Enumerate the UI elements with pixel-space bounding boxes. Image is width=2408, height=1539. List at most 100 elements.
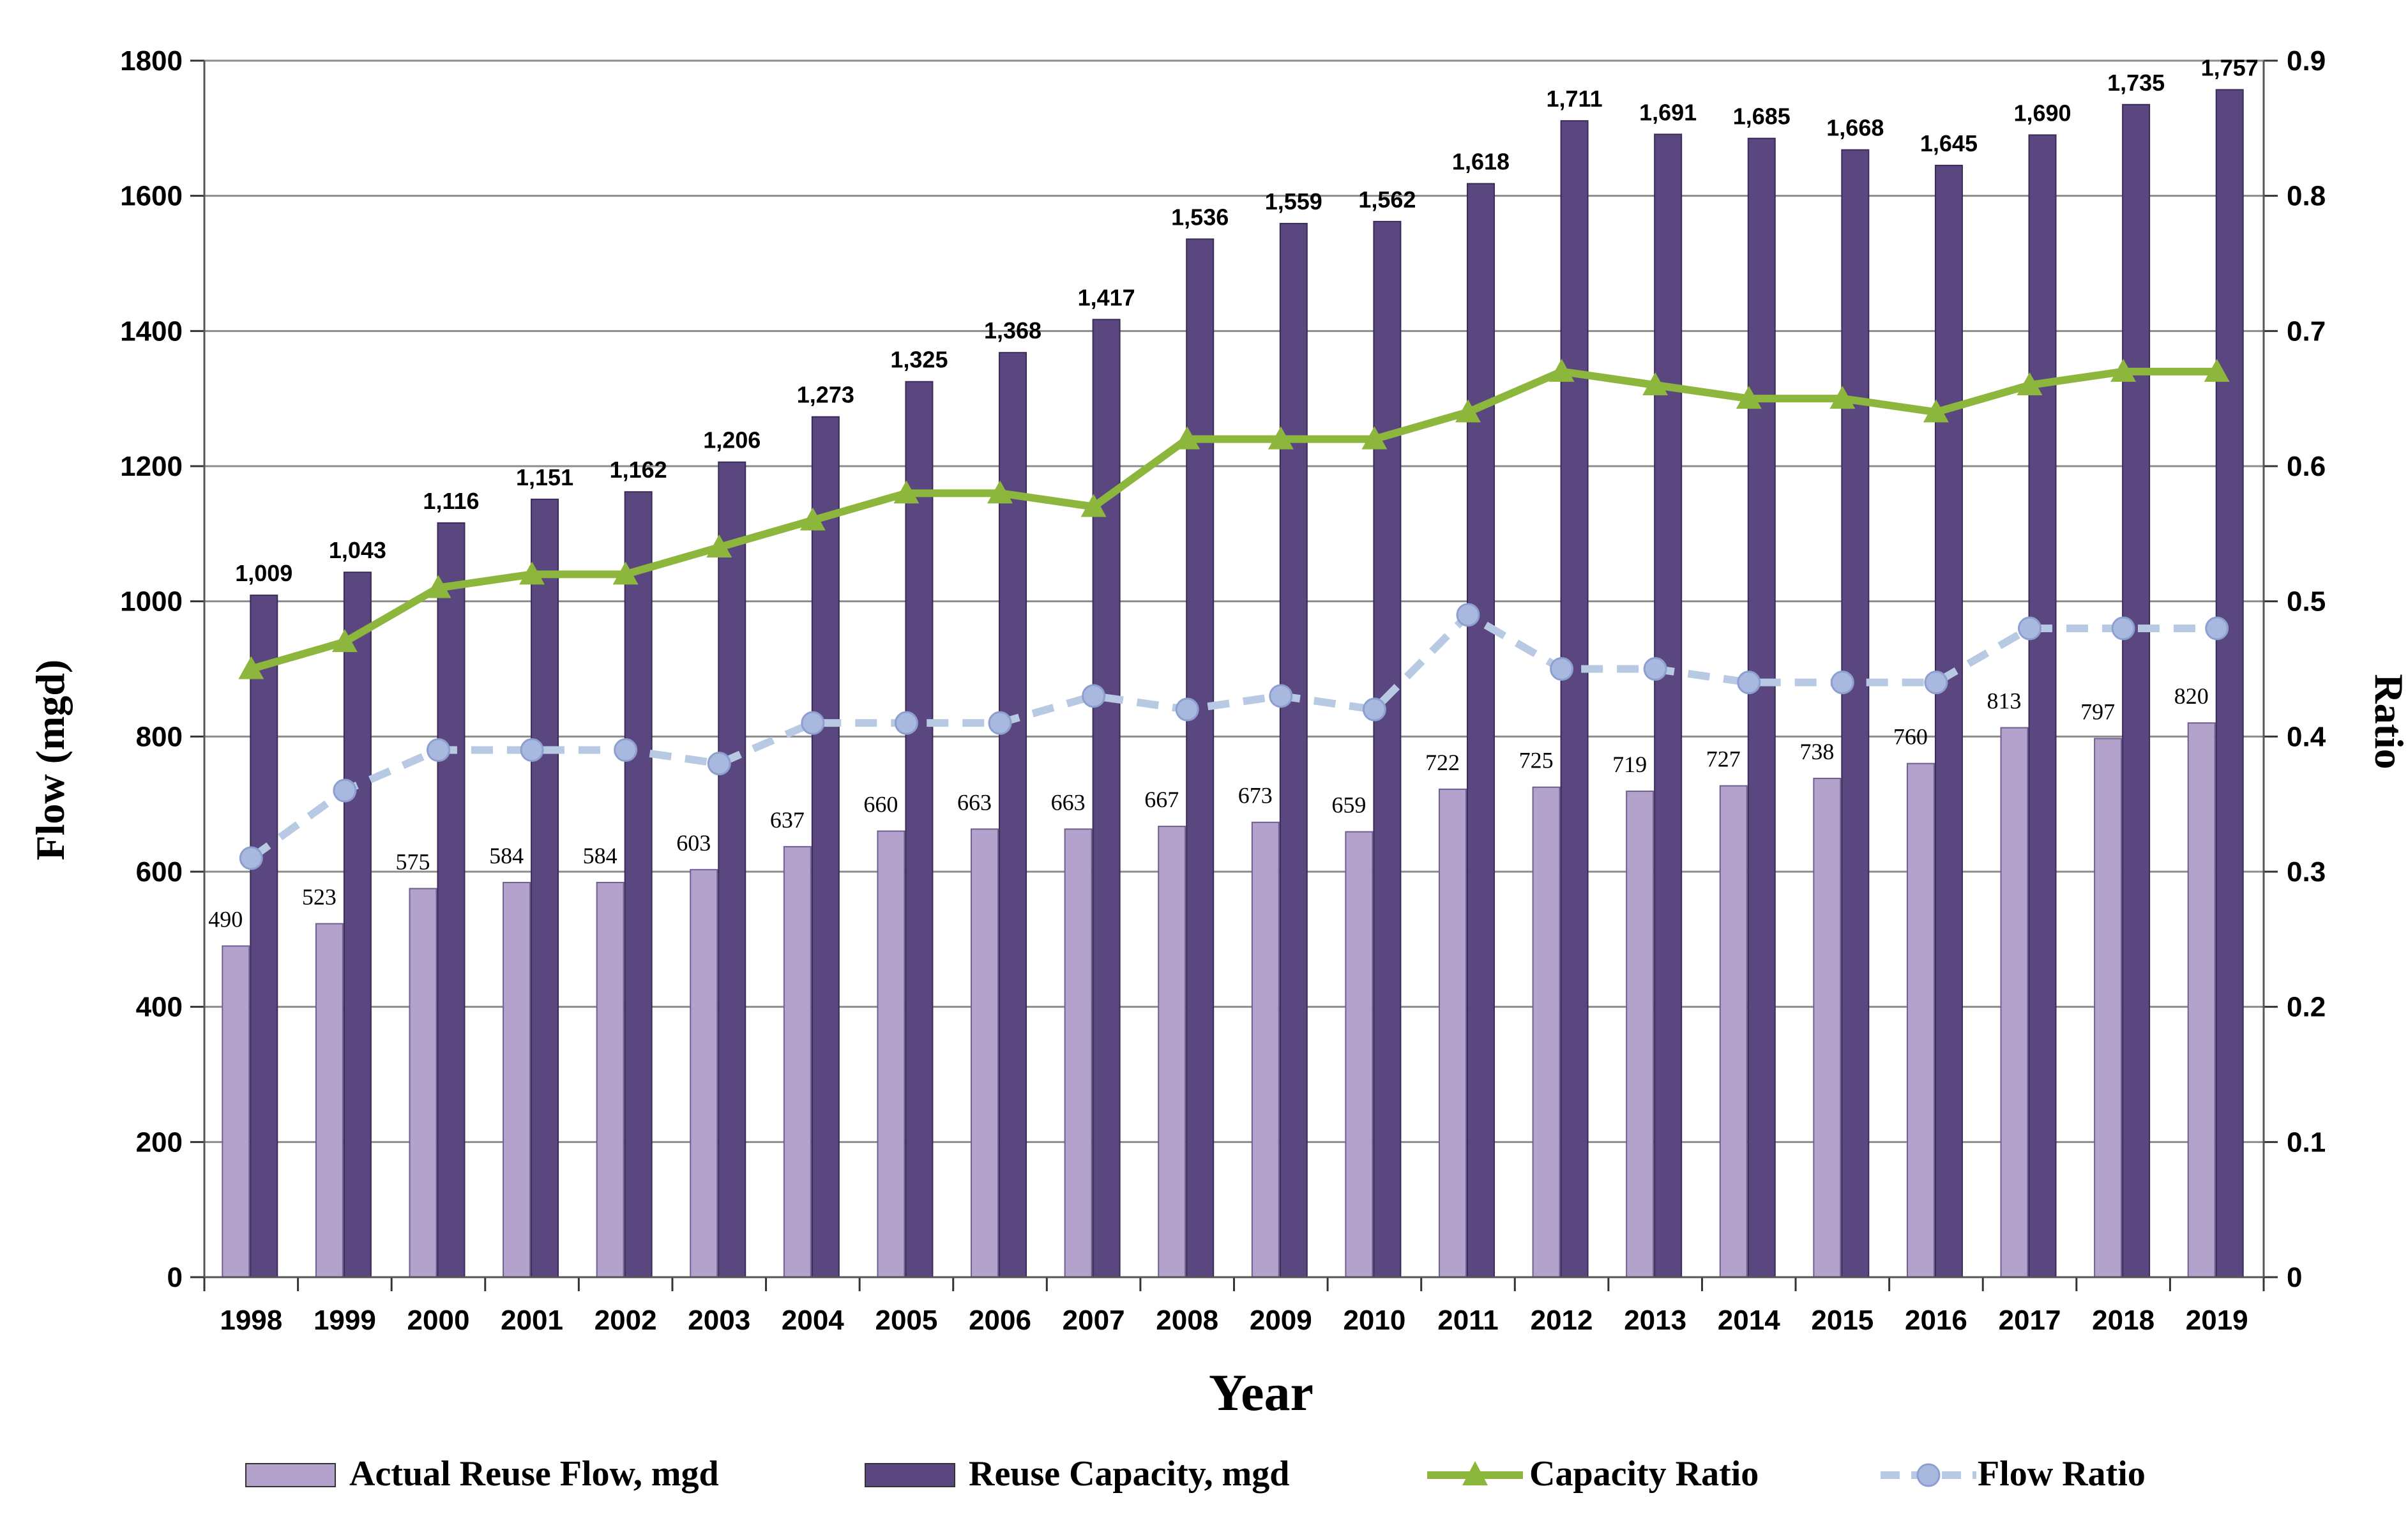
flow-ratio-line	[248, 610, 2217, 861]
y2-tick-label: 0.1	[2287, 1126, 2326, 1158]
capacity-ratio-point	[1455, 399, 1481, 423]
capacity-ratio-point	[1923, 399, 1949, 423]
capacity-ratio-point	[612, 561, 639, 585]
y2-tick-label: 0	[2287, 1262, 2302, 1293]
x-tick-label: 2013	[1624, 1305, 1686, 1336]
data-label-actual: 673	[1238, 783, 1273, 808]
data-label-actual: 725	[1519, 748, 1554, 773]
y2-tick-label: 0.5	[2287, 586, 2326, 618]
capacity-ratio-point	[2110, 358, 2137, 382]
data-label-capacity: 1,735	[2107, 70, 2165, 96]
bar-actual-reuse-flow	[1158, 826, 1186, 1278]
legend-item: Reuse Capacity, mgd	[865, 1454, 1289, 1494]
flow-ratio-point	[2205, 616, 2229, 641]
data-label-capacity: 1,151	[516, 464, 573, 490]
data-label-capacity: 1,711	[1547, 86, 1603, 112]
data-label-actual: 663	[957, 789, 992, 815]
data-label-capacity: 1,690	[2013, 100, 2071, 126]
flow-ratio-point	[1456, 603, 1480, 627]
y-tick-label: 200	[136, 1126, 183, 1158]
data-label-capacity: 1,668	[1826, 115, 1884, 141]
bar-reuse-capacity	[1654, 133, 1683, 1278]
data-label-capacity: 1,368	[984, 317, 1041, 344]
data-label-actual: 667	[1144, 787, 1179, 812]
data-labels: 1,009 490 1,043 523 1,116 575 1,151 584 1,162 584…	[208, 55, 2258, 932]
data-label-capacity: 1,618	[1452, 149, 1510, 175]
legend-label: Flow Ratio	[1978, 1454, 2146, 1494]
data-label-actual: 719	[1612, 752, 1647, 777]
bar-reuse-capacity	[1186, 238, 1215, 1278]
flow-ratio-point	[988, 711, 1012, 735]
capacity-ratio-point	[1174, 426, 1200, 450]
data-label-capacity: 1,043	[329, 537, 386, 563]
legend-label: Capacity Ratio	[1529, 1454, 1759, 1494]
axes: 0 200 400 600 800 1000 1200 1400 1600 1800 0 0.1 0.2…	[120, 45, 2326, 1336]
flow-ratio-point	[426, 738, 450, 762]
flow-ratio-point	[707, 752, 731, 776]
capacity-ratio-point	[2204, 358, 2230, 382]
capacity-ratio-line	[250, 367, 2217, 673]
x-axis-title: Year	[1209, 1363, 1314, 1421]
capacity-ratio-point	[425, 575, 451, 598]
legend-swatch	[865, 1463, 955, 1487]
x-tick-label: 2012	[1531, 1305, 1593, 1336]
capacity-ratio-point	[2017, 372, 2043, 395]
bar-reuse-capacity	[2122, 103, 2151, 1278]
capacity-ratio-point	[799, 507, 826, 531]
y2-tick-label: 0.6	[2287, 451, 2326, 482]
flow-ratio-point	[520, 738, 544, 762]
x-tick-label: 1998	[220, 1305, 282, 1336]
data-label-actual: 813	[1987, 688, 2022, 714]
data-label-capacity: 1,645	[1920, 130, 1978, 156]
x-tick-label: 2007	[1063, 1305, 1125, 1336]
data-label-capacity: 1,206	[703, 427, 761, 453]
y-tick-label: 1600	[120, 181, 183, 212]
x-tick-label: 2005	[875, 1305, 937, 1336]
data-label-capacity: 1,009	[235, 560, 292, 586]
bar-actual-reuse-flow	[971, 828, 999, 1278]
data-label-capacity: 1,116	[423, 488, 479, 514]
data-label-actual: 727	[1706, 747, 1741, 772]
capacity-ratio-point	[1080, 494, 1107, 517]
data-label-capacity: 1,162	[610, 457, 667, 483]
bar-actual-reuse-flow	[2094, 738, 2123, 1278]
data-label-capacity: 1,273	[797, 382, 854, 408]
y2-tick-label: 0.4	[2287, 721, 2326, 752]
bar-actual-reuse-flow	[222, 945, 250, 1278]
bar-reuse-capacity	[2215, 89, 2244, 1278]
bar-reuse-capacity	[624, 491, 653, 1278]
data-label-capacity: 1,685	[1733, 103, 1791, 130]
flow-ratio-point	[1830, 671, 1854, 695]
bar-actual-reuse-flow	[596, 881, 625, 1278]
bar-reuse-capacity	[905, 381, 934, 1278]
flow-ratio-point	[2018, 616, 2042, 641]
bar-actual-reuse-flow	[2187, 722, 2216, 1278]
y2-tick-label: 0.8	[2287, 181, 2326, 212]
data-label-actual: 584	[583, 843, 617, 868]
legend-item: Actual Reuse Flow, mgd	[245, 1454, 719, 1494]
x-tick-label: 2002	[594, 1305, 657, 1336]
y2-tick-label: 0.7	[2287, 315, 2326, 347]
bar-actual-reuse-flow	[1626, 791, 1655, 1278]
data-label-actual: 637	[770, 807, 805, 833]
capacity-ratio-point	[706, 534, 732, 557]
capacity-ratio-point	[1736, 386, 1762, 409]
bar-reuse-capacity	[531, 498, 559, 1278]
y-tick-label: 1200	[120, 451, 183, 482]
bar-reuse-capacity	[1466, 183, 1495, 1278]
bar-actual-reuse-flow	[1064, 828, 1093, 1278]
x-tick-label: 2004	[782, 1305, 844, 1336]
data-label-actual: 738	[1799, 739, 1834, 764]
bar-actual-reuse-flow	[315, 923, 344, 1278]
x-tick-label: 2014	[1718, 1305, 1780, 1336]
bar-reuse-capacity	[718, 461, 746, 1278]
bar-actual-reuse-flow	[690, 868, 718, 1278]
ratio-lines	[238, 358, 2230, 870]
bar-reuse-capacity	[1279, 223, 1308, 1278]
x-tick-label: 2019	[2186, 1305, 2248, 1336]
capacity-ratio-point	[1829, 386, 1856, 409]
data-label-actual: 663	[1051, 789, 1086, 815]
bar-reuse-capacity	[343, 572, 372, 1278]
bar-actual-reuse-flow	[1813, 777, 1842, 1278]
flow-ratio-point	[2111, 616, 2135, 641]
